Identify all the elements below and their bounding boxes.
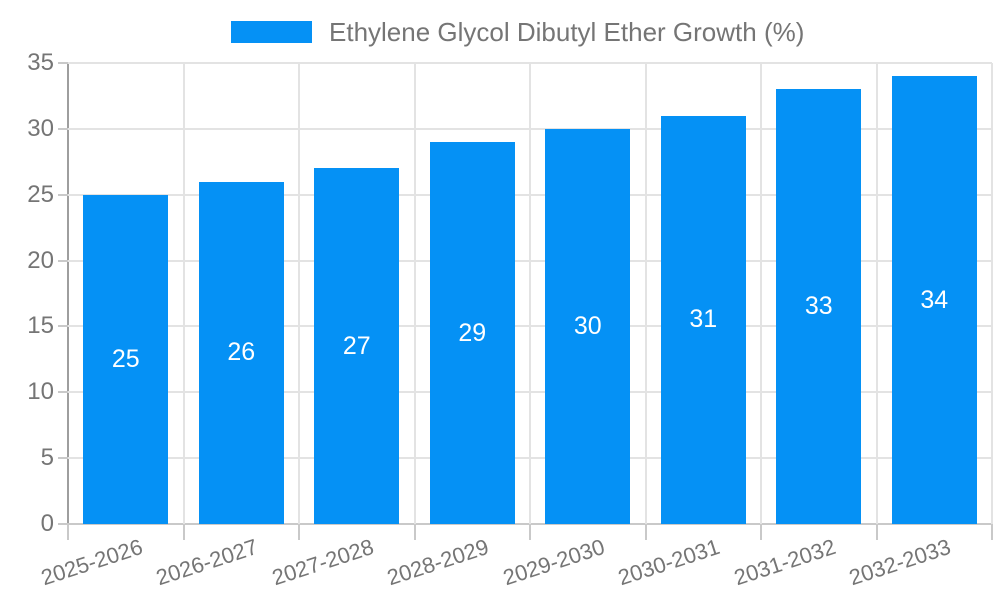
x-category-label: 2025-2026 [37, 534, 146, 591]
y-tick-label: 0 [40, 510, 54, 537]
x-tick [182, 524, 185, 540]
x-tick [760, 524, 762, 540]
x-category-label: 2030-2031 [615, 534, 723, 591]
v-gridline [644, 63, 647, 524]
bar[interactable]: 26 [198, 181, 284, 524]
x-tick [67, 524, 69, 540]
y-axis-line [67, 63, 69, 524]
x-tick [298, 524, 300, 540]
v-gridline [760, 63, 762, 524]
y-tick-label: 25 [27, 180, 54, 208]
y-tick-label: 35 [27, 49, 54, 76]
x-tick [413, 524, 416, 540]
x-tick [991, 524, 993, 540]
x-category-label: 2032-2033 [846, 534, 954, 591]
y-tick-label: 5 [40, 444, 54, 472]
y-tick-label: 20 [27, 246, 54, 274]
x-tick [529, 524, 531, 540]
bar[interactable]: 31 [660, 115, 746, 524]
x-category-label: 2028-2029 [384, 534, 492, 591]
bar-value-label: 33 [804, 292, 833, 321]
y-tick [58, 391, 68, 394]
y-tick-label: 10 [27, 378, 54, 406]
x-tick [875, 524, 878, 540]
bar[interactable]: 25 [83, 194, 169, 524]
y-tick [58, 457, 68, 460]
v-gridline [875, 63, 878, 524]
x-category-label: 2029-2030 [499, 534, 608, 591]
legend-item[interactable]: Ethylene Glycol Dibutyl Ether Growth (%) [231, 16, 805, 47]
bar[interactable]: 34 [891, 76, 977, 524]
bar-value-label: 30 [573, 311, 602, 340]
bar[interactable]: 29 [429, 142, 515, 524]
v-gridline [991, 63, 993, 524]
bar-value-label: 31 [689, 305, 718, 334]
bar[interactable]: 30 [545, 128, 631, 524]
bar-value-label: 29 [458, 318, 487, 347]
x-category-label: 2031-2032 [730, 534, 839, 591]
y-tick-label: 30 [27, 114, 54, 142]
legend-swatch [231, 21, 312, 43]
bar[interactable]: 33 [776, 89, 862, 524]
v-gridline [298, 63, 300, 524]
x-category-label: 2026-2027 [153, 534, 261, 591]
y-tick [58, 325, 68, 328]
v-gridline [182, 63, 185, 524]
x-category-label: 2027-2028 [268, 534, 377, 591]
bar-value-label: 25 [111, 344, 140, 373]
bar[interactable]: 27 [314, 168, 400, 524]
x-tick [644, 524, 647, 540]
bar-value-label: 27 [342, 331, 371, 360]
y-tick [58, 193, 68, 196]
bar-value-label: 26 [227, 338, 256, 367]
y-tick [58, 127, 68, 130]
y-tick [58, 259, 68, 262]
y-tick-label: 15 [27, 312, 54, 340]
v-gridline [413, 63, 416, 524]
legend-label: Ethylene Glycol Dibutyl Ether Growth (%) [329, 16, 805, 47]
bar-value-label: 34 [920, 285, 949, 314]
y-tick [58, 523, 68, 525]
y-tick [58, 62, 68, 64]
plot-area: 0 5 10 15 20 25 30 35 25 2025-2026 26 2026-2027 27 20… [27, 51, 993, 590]
v-gridline [529, 63, 531, 524]
